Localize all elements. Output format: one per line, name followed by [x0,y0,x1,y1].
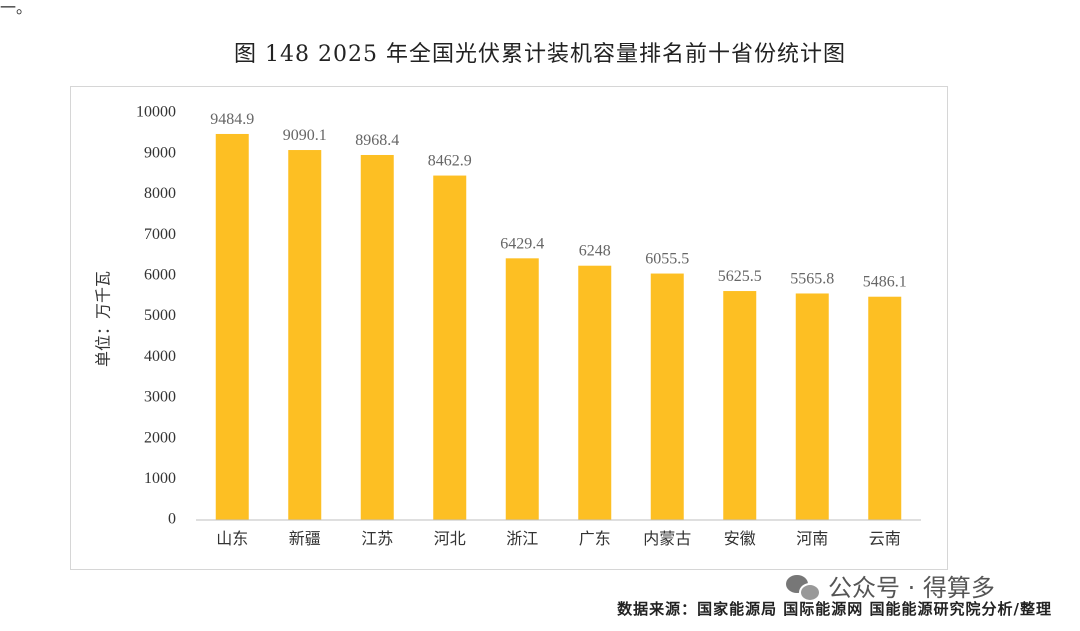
data-label: 6055.5 [645,251,689,268]
chart-frame: 单位：万千瓦 0 1000 2000 3000 4000 5000 6000 7000 8000… [70,86,948,570]
y-tick-label: 6000 [144,266,176,283]
bar [650,273,684,520]
data-label: 9090.1 [283,127,327,144]
data-label: 5625.5 [718,268,762,285]
bar [433,175,467,520]
y-tick-label: 10000 [136,104,176,121]
data-label: 8968.4 [355,132,399,149]
category-label: 内蒙古 [643,529,691,548]
figure-title: 图 148 2025 年全国光伏累计装机容量排名前十省份统计图 [234,42,846,67]
watermark-text: 公众号 · 得算多 [828,574,995,602]
y-tick-label: 4000 [144,348,176,365]
watermark: 公众号 · 得算多 [786,568,995,603]
bar [795,293,829,520]
top-text-fragment: 一。 [0,0,33,17]
data-label: 8462.9 [428,153,472,170]
category-label: 安徽 [724,529,756,548]
y-tick-label: 9000 [144,144,176,161]
category-labels: 山东 新疆 江苏 河北 浙江 广东 内蒙古 安徽 河南 云南 [216,529,901,548]
bars [215,133,902,520]
category-label: 江苏 [361,529,393,548]
category-label: 新疆 [289,529,321,548]
data-label: 5565.8 [790,270,834,287]
y-tick-label: 1000 [144,470,176,487]
category-label: 山东 [216,529,248,548]
bar [578,265,612,520]
y-tick-labels: 0 1000 2000 3000 4000 5000 6000 7000 8000 9000 100… [136,104,176,528]
bar [868,296,902,520]
y-tick-label: 0 [168,511,176,528]
source-note: 数据来源：国家能源局 国际能源网 国能能源研究院分析/整理 [617,600,1052,618]
y-axis-label: 单位：万千瓦 [94,271,113,367]
wechat-icon [786,573,821,602]
bar-chart: 单位：万千瓦 0 1000 2000 3000 4000 5000 6000 7000 8000… [94,104,921,548]
y-axis-label-text: 单位：万千瓦 [94,271,113,367]
y-tick-label: 2000 [144,429,176,446]
data-label: 9484.9 [210,111,254,128]
bar [360,154,394,520]
category-label: 河南 [796,529,828,548]
category-label: 河北 [434,529,466,548]
category-label: 云南 [869,529,901,548]
data-label: 6429.4 [500,235,544,252]
bar [505,258,539,520]
bar [288,150,322,520]
category-label: 广东 [579,529,611,548]
data-label: 6248 [579,243,611,260]
y-tick-label: 5000 [144,307,176,324]
data-label: 5486.1 [863,274,907,291]
y-tick-label: 8000 [144,185,176,202]
bar [723,291,757,520]
bar [215,133,249,520]
data-labels: 9484.9 9090.1 8968.4 8462.9 6429.4 6248 6055.5… [210,111,907,291]
category-label: 浙江 [506,529,538,548]
y-tick-label: 3000 [144,389,176,406]
y-tick-label: 7000 [144,226,176,243]
